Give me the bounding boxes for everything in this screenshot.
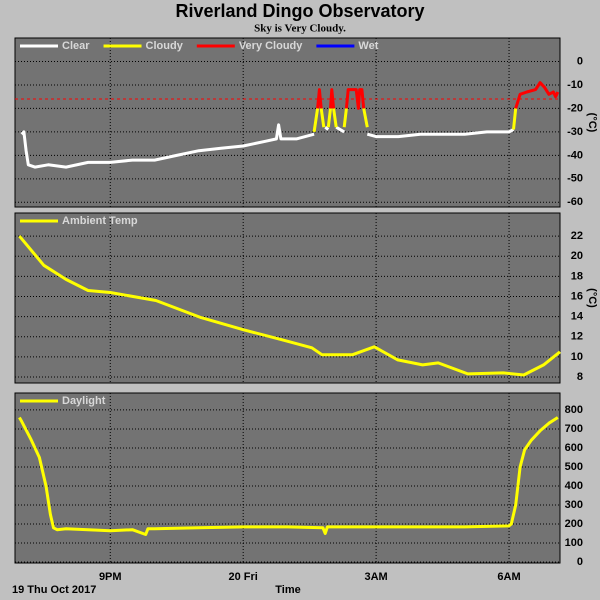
y-tick-label: 800 [565, 404, 583, 416]
y-tick-label: -50 [567, 173, 583, 185]
legend-label: Daylight [62, 395, 106, 407]
y-tick-label: 10 [571, 351, 583, 363]
legend-label: Very Cloudy [239, 40, 303, 52]
y-tick-label: -60 [567, 196, 583, 208]
plot-area [14, 212, 561, 384]
y-tick-label: 8 [577, 371, 583, 383]
date-label: 19 Thu Oct 2017 [12, 584, 96, 596]
legend-label: Wet [358, 40, 378, 52]
y-tick-label: 0 [577, 55, 583, 67]
legend-label: Clear [62, 40, 90, 52]
y-tick-label: 22 [571, 230, 583, 242]
data-line [20, 123, 515, 169]
data-line [312, 108, 518, 133]
chart-title: Riverland Dingo Observatory [175, 1, 424, 21]
y-tick-label: -10 [567, 79, 583, 91]
data-line [18, 235, 561, 377]
y-tick-label: 400 [565, 480, 583, 492]
y-tick-label: 600 [565, 442, 583, 454]
x-tick-label: 6AM [497, 571, 520, 583]
y-tick-label: 14 [571, 311, 584, 323]
y-tick-label: 300 [565, 499, 583, 511]
legend-label: Ambient Temp [62, 215, 138, 227]
x-tick-label: 3AM [365, 571, 388, 583]
y-tick-label: 20 [571, 250, 583, 262]
y-tick-label: 200 [565, 518, 583, 530]
data-line [18, 416, 559, 536]
y-tick-label: 0 [577, 556, 583, 568]
legend-label: Cloudy [146, 40, 184, 52]
y-tick-label: 18 [571, 270, 583, 282]
data-line [316, 81, 560, 110]
y-tick-label: 500 [565, 461, 583, 473]
x-tick-label: 9PM [99, 571, 122, 583]
y-tick-label: 700 [565, 423, 583, 435]
y-tick-label: 100 [565, 537, 583, 549]
y-tick-label: -40 [567, 149, 583, 161]
x-axis-label: Time [275, 584, 300, 596]
plot-area [14, 37, 561, 208]
y-tick-label: -20 [567, 102, 583, 114]
y-tick-label: -30 [567, 126, 583, 138]
y-tick-label: 12 [571, 331, 583, 343]
plot-area [14, 392, 561, 564]
y-tick-label: 16 [571, 290, 583, 302]
chart-subtitle: Sky is Very Cloudy. [254, 23, 346, 35]
x-tick-label: 20 Fri [229, 571, 258, 583]
y-axis-label: (°C) [586, 113, 598, 133]
y-axis-label: (°C) [586, 288, 598, 308]
